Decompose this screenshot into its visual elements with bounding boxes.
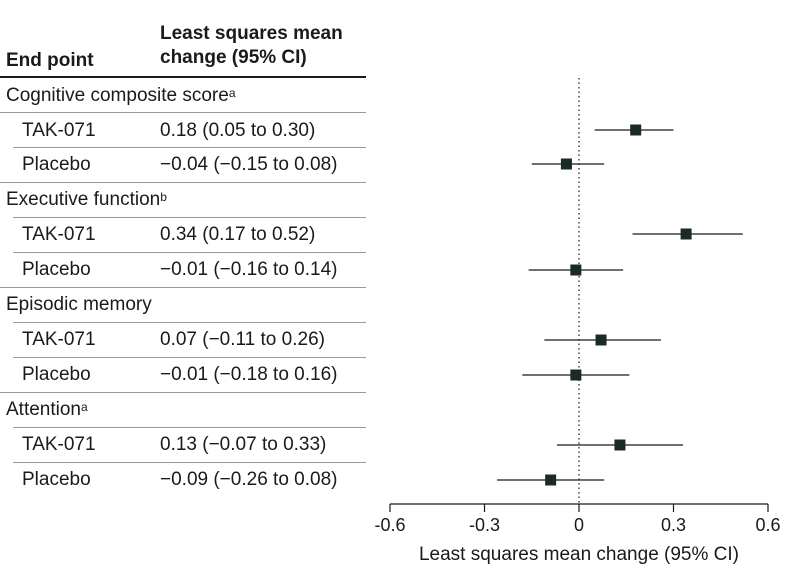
row-separator	[13, 217, 366, 218]
ci-value: 0.34 (0.17 to 0.52)	[160, 224, 316, 245]
row-separator	[0, 287, 366, 288]
x-tick-label: -0.6	[374, 515, 405, 535]
arm-label: TAK-071	[22, 329, 96, 350]
endpoint-column-header: End point	[6, 50, 94, 71]
row-separator	[0, 182, 366, 183]
x-tick-label: 0.3	[661, 515, 686, 535]
point-estimate	[680, 228, 692, 240]
point-estimate	[630, 124, 642, 136]
row-separator	[13, 322, 366, 323]
lsm-header-line-1: Least squares mean	[160, 23, 343, 44]
point-estimate	[560, 158, 572, 170]
ci-value: −0.01 (−0.16 to 0.14)	[160, 259, 338, 280]
arm-label: Placebo	[22, 259, 91, 280]
row-separator	[0, 112, 366, 113]
group-label-attention: Attentiona	[6, 399, 88, 420]
point-estimate	[614, 439, 626, 451]
lsm-header-line-2: change (95% CI)	[160, 47, 307, 68]
ci-value: −0.01 (−0.18 to 0.16)	[160, 364, 338, 385]
arm-label: TAK-071	[22, 120, 96, 141]
row-separator	[0, 392, 366, 393]
x-axis-label: Least squares mean change (95% CI)	[419, 544, 739, 565]
x-tick-label: 0	[574, 515, 584, 535]
row-separator	[13, 357, 366, 358]
point-estimate	[595, 334, 607, 346]
row-separator	[13, 147, 366, 148]
arm-label: TAK-071	[22, 434, 96, 455]
row-separator	[13, 427, 366, 428]
group-label-cognitive-composite: Cognitive composite scorea	[6, 85, 236, 106]
ci-value: 0.13 (−0.07 to 0.33)	[160, 434, 327, 455]
plot-marks	[497, 124, 743, 486]
group-label-episodic-memory: Episodic memory	[6, 294, 152, 315]
x-tick-label: 0.6	[755, 515, 780, 535]
arm-label: TAK-071	[22, 224, 96, 245]
arm-label: Placebo	[22, 154, 91, 175]
ci-value: 0.07 (−0.11 to 0.26)	[160, 329, 325, 350]
group-label-executive-function: Executive functionb	[6, 189, 167, 210]
point-estimate	[570, 264, 582, 276]
row-separator	[13, 252, 366, 253]
point-estimate	[570, 369, 582, 381]
row-separator	[13, 462, 366, 463]
x-tick-label: -0.3	[469, 515, 500, 535]
header-rule	[0, 76, 366, 78]
ci-value: −0.09 (−0.26 to 0.08)	[160, 469, 338, 490]
ci-value: 0.18 (0.05 to 0.30)	[160, 120, 316, 141]
x-axis: -0.6 -0.3 0 0.3 0.6	[374, 78, 781, 535]
ci-value: −0.04 (−0.15 to 0.08)	[160, 154, 338, 175]
lsm-column-header: Least squares mean change (95% CI)	[160, 22, 360, 70]
point-estimate	[545, 474, 557, 486]
arm-label: Placebo	[22, 469, 91, 490]
arm-label: Placebo	[22, 364, 91, 385]
